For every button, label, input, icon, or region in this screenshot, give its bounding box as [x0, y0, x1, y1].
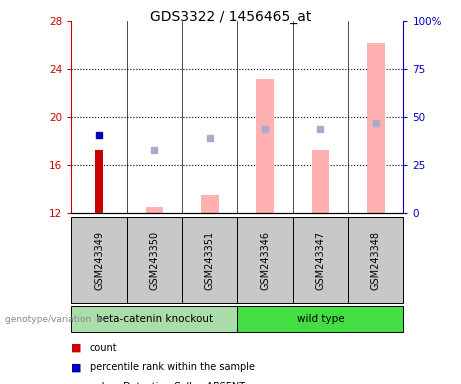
Bar — [293, 217, 348, 303]
Bar — [95, 149, 103, 213]
Text: GSM243349: GSM243349 — [94, 231, 104, 290]
Bar — [237, 306, 403, 332]
Text: ■: ■ — [71, 343, 82, 353]
Text: count: count — [90, 343, 118, 353]
Bar — [201, 195, 219, 213]
Bar — [182, 217, 237, 303]
Bar — [312, 149, 329, 213]
Text: beta-catenin knockout: beta-catenin knockout — [96, 314, 213, 324]
Text: genotype/variation  ▶: genotype/variation ▶ — [5, 314, 103, 324]
Bar — [256, 79, 274, 213]
Text: GSM243347: GSM243347 — [315, 231, 325, 290]
Text: GSM243351: GSM243351 — [205, 231, 215, 290]
Text: wild type: wild type — [296, 314, 344, 324]
Text: ■: ■ — [71, 362, 82, 372]
Bar — [71, 217, 127, 303]
Text: ■: ■ — [71, 382, 82, 384]
Bar — [237, 217, 293, 303]
Text: GDS3322 / 1456465_at: GDS3322 / 1456465_at — [150, 10, 311, 23]
Bar — [348, 217, 403, 303]
Bar — [71, 306, 237, 332]
Text: GSM243350: GSM243350 — [149, 231, 160, 290]
Text: value, Detection Call = ABSENT: value, Detection Call = ABSENT — [90, 382, 245, 384]
Bar — [146, 207, 163, 213]
Text: GSM243346: GSM243346 — [260, 231, 270, 290]
Text: GSM243348: GSM243348 — [371, 231, 381, 290]
Text: percentile rank within the sample: percentile rank within the sample — [90, 362, 255, 372]
Bar — [367, 43, 384, 213]
Bar — [127, 217, 182, 303]
